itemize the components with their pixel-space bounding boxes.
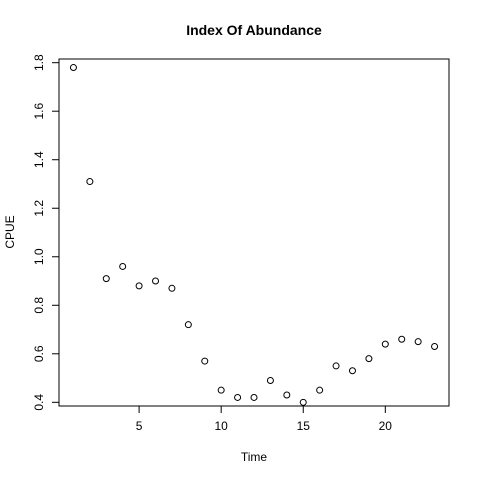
data-point [201, 357, 209, 365]
x-tick-label: 20 [379, 419, 393, 433]
x-axis: 5 10 15 20 [136, 405, 393, 433]
data-point [414, 338, 422, 346]
data-point [316, 386, 324, 394]
data-point [332, 362, 340, 370]
data-point [217, 386, 225, 394]
data-point [135, 282, 143, 290]
x-tick-label: 10 [214, 419, 228, 433]
data-point [381, 340, 389, 348]
chart-title: Index Of Abundance [186, 22, 322, 38]
data-point [348, 367, 356, 375]
y-tick-label: 1.8 [32, 54, 46, 71]
x-tick-label: 15 [297, 419, 311, 433]
data-point [365, 355, 373, 363]
plot-frame [58, 58, 450, 407]
y-tick-label: 1.6 [32, 103, 46, 120]
x-tick-label: 5 [136, 419, 143, 433]
data-point [69, 64, 77, 72]
data-point [250, 393, 258, 401]
data-point [168, 284, 176, 292]
data-point [398, 335, 406, 343]
data-point [152, 277, 160, 285]
data-point [86, 178, 94, 186]
data-point [234, 393, 242, 401]
y-tick-label: 0.8 [32, 297, 46, 314]
y-tick-label: 0.6 [32, 345, 46, 362]
x-axis-label: Time [241, 450, 268, 464]
data-points [69, 64, 439, 406]
data-point [266, 376, 274, 384]
data-point [102, 275, 110, 283]
y-axis: 0.4 0.6 0.8 1.0 1.2 1.4 1.6 1.8 [32, 54, 60, 411]
data-point [184, 321, 192, 329]
data-point [283, 391, 291, 399]
y-tick-label: 1.2 [32, 200, 46, 217]
y-tick-label: 1.0 [32, 248, 46, 265]
y-axis-label: CPUE [3, 215, 17, 248]
y-tick-label: 1.4 [32, 151, 46, 168]
data-point [299, 398, 307, 406]
data-point [119, 262, 127, 270]
data-point [431, 343, 439, 351]
y-tick-label: 0.4 [32, 394, 46, 411]
